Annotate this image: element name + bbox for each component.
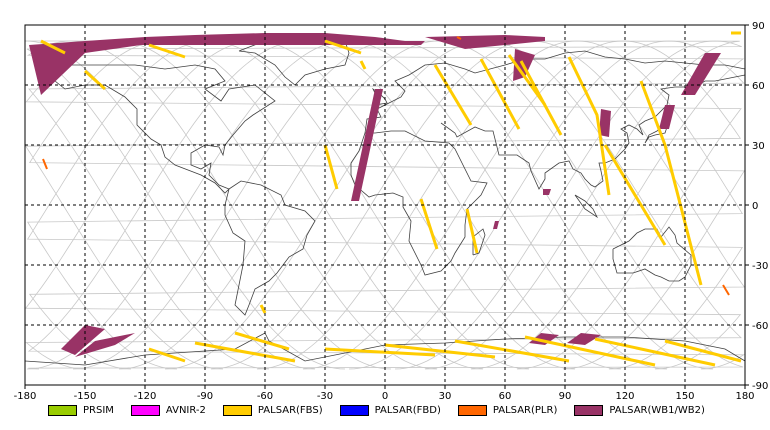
- x-tick-label: 0: [382, 391, 388, 400]
- orbit-track: [24, 40, 346, 370]
- x-tick-label: 180: [735, 391, 754, 400]
- swath-wb: [493, 221, 499, 229]
- swath-wb: [599, 109, 611, 137]
- swath-fbs: [433, 64, 473, 126]
- swath-fbs: [259, 304, 267, 314]
- x-tick-label: -180: [14, 391, 37, 400]
- legend-swatch: [339, 404, 369, 416]
- swath-fbs: [524, 335, 656, 367]
- legend-item: PALSAR(PLR): [457, 404, 558, 416]
- coastline: [48, 64, 276, 194]
- legend-label: PRSIM: [83, 404, 114, 416]
- swath-wb: [75, 333, 135, 357]
- swath-fbs: [603, 144, 667, 246]
- orbit-track: [28, 40, 744, 370]
- swath-fbs: [148, 347, 186, 363]
- swath-fbs: [384, 343, 496, 359]
- swath-plr: [42, 158, 48, 170]
- swath-fbs: [567, 56, 611, 196]
- legend-item: PALSAR(FBD): [339, 404, 441, 416]
- coastline: [364, 50, 746, 134]
- legend-label: PALSAR(FBS): [257, 404, 323, 416]
- swath-fbs: [194, 341, 296, 363]
- legend-item: AVNIR-2: [130, 404, 206, 416]
- orbit-track: [72, 40, 394, 370]
- map-svg: -180 -150 -120 -90 -60 -30 0 30 60 90 120 150 180 90 6…: [14, 21, 769, 402]
- legend-label: AVNIR-2: [165, 404, 206, 416]
- coastline: [574, 194, 599, 219]
- legend-item: PRSIM: [48, 404, 114, 416]
- swath-fbs: [664, 339, 742, 363]
- legend-item: PALSAR(WB1/WB2): [574, 404, 705, 416]
- x-tick-label: 30: [439, 391, 452, 400]
- swath-wb: [29, 35, 195, 95]
- x-tick-label: 150: [675, 391, 694, 400]
- legend-label: PALSAR(WB1/WB2): [609, 404, 705, 416]
- x-tick-label: -90: [197, 391, 213, 400]
- swath-wb: [529, 333, 559, 345]
- x-tick-label: 90: [559, 391, 572, 400]
- swath-wb: [543, 189, 551, 195]
- swath-wb: [567, 333, 601, 345]
- coastline: [224, 180, 316, 316]
- swath-fbs: [83, 69, 107, 91]
- swath-fbs: [639, 80, 703, 286]
- swath-plr: [456, 36, 462, 40]
- orbit-track: [210, 40, 532, 370]
- coverage-map: -180 -150 -120 -90 -60 -30 0 30 60 90 120 150 180 90 6…: [14, 21, 769, 402]
- swath-fbs: [419, 198, 439, 250]
- swath-fbs: [234, 331, 290, 351]
- coastline: [350, 130, 488, 276]
- x-tick-label: 120: [615, 391, 634, 400]
- swath-fbs: [465, 208, 479, 254]
- legend-swatch: [48, 404, 77, 416]
- swath-wb: [61, 325, 105, 355]
- y-tick-label: 0: [752, 201, 758, 212]
- swath-fbs: [323, 144, 339, 190]
- x-tick-label: -30: [317, 391, 333, 400]
- orbit-track: [24, 40, 742, 370]
- x-tick-label: 60: [499, 391, 512, 400]
- y-tick-label: 60: [752, 81, 765, 92]
- legend: PRSIM AVNIR-2 PALSAR(FBS) PALSAR(FBD) PALSAR…: [48, 402, 722, 418]
- y-tick-label: -30: [752, 261, 768, 272]
- swath-fbs: [454, 339, 570, 363]
- swath-plr: [722, 284, 730, 296]
- legend-label: PALSAR(PLR): [492, 404, 558, 416]
- coastline: [440, 74, 746, 190]
- y-tick-label: -90: [752, 381, 768, 392]
- swath-fbs: [324, 347, 436, 357]
- swath-fbs: [594, 337, 716, 367]
- legend-label: PALSAR(FBD): [374, 404, 441, 416]
- x-tick-label: -150: [74, 391, 97, 400]
- swath-fbs: [324, 39, 362, 55]
- legend-swatch: [457, 404, 487, 416]
- y-tick-label: 90: [752, 21, 765, 32]
- y-tick-label: -60: [752, 321, 768, 332]
- swath-wb: [425, 35, 545, 49]
- legend-item: PALSAR(FBS): [222, 404, 323, 416]
- x-tick-label: -120: [134, 391, 157, 400]
- x-tick-label: -60: [257, 391, 273, 400]
- swath-wb: [659, 105, 675, 129]
- swath-fbs: [479, 58, 521, 130]
- coastline: [24, 332, 746, 366]
- legend-swatch: [222, 404, 252, 416]
- orbit-track: [26, 40, 744, 370]
- orbit-track: [162, 40, 484, 370]
- swath-fbs: [40, 39, 66, 55]
- swath-fbs: [519, 60, 563, 136]
- legend-swatch: [574, 404, 604, 416]
- swath-fbs: [359, 60, 367, 70]
- y-tick-label: 30: [752, 141, 765, 152]
- swath-wb: [195, 33, 425, 45]
- legend-swatch: [130, 404, 160, 416]
- swath-fbs: [148, 43, 186, 59]
